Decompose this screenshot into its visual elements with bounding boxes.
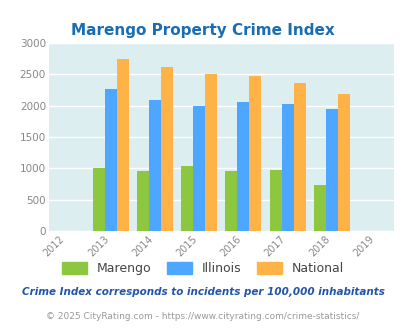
Bar (149, 100, 160, 231)
Bar (281, 104, 293, 231)
Bar (313, 185, 325, 231)
Legend: Marengo, Illinois, National: Marengo, Illinois, National (56, 255, 349, 281)
Bar (249, 76, 261, 231)
Bar (193, 106, 205, 231)
Text: Marengo Property Crime Index: Marengo Property Crime Index (71, 23, 334, 38)
Bar (225, 171, 237, 231)
Bar (269, 170, 281, 231)
Bar (116, 59, 128, 231)
Bar (325, 109, 337, 231)
Bar (181, 166, 193, 231)
Bar (293, 83, 305, 231)
Text: Crime Index corresponds to incidents per 100,000 inhabitants: Crime Index corresponds to incidents per… (21, 287, 384, 297)
Bar (337, 94, 349, 231)
Bar (237, 102, 249, 231)
Text: © 2025 CityRating.com - https://www.cityrating.com/crime-statistics/: © 2025 CityRating.com - https://www.city… (46, 312, 359, 321)
Bar (92, 168, 104, 231)
Bar (205, 74, 217, 231)
Bar (136, 172, 149, 231)
Bar (104, 89, 116, 231)
Bar (160, 67, 173, 231)
